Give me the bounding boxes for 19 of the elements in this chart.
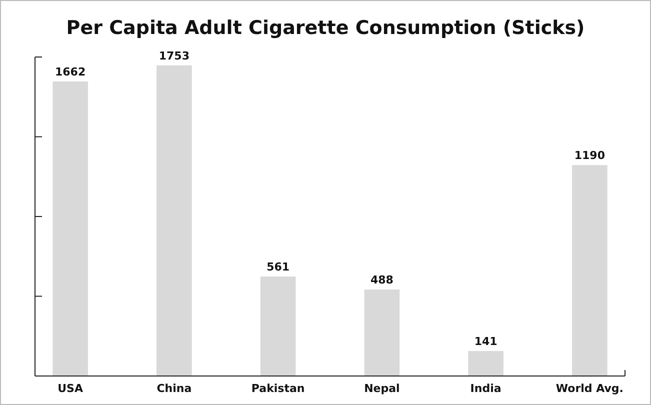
bar	[364, 290, 400, 376]
x-tick-label: World Avg.	[556, 382, 624, 395]
x-tick-label: Nepal	[364, 382, 400, 395]
chart-title: Per Capita Adult Cigarette Consumption (Sticks)	[66, 17, 585, 39]
bar	[156, 65, 192, 376]
bar	[260, 276, 296, 376]
data-label: 561	[266, 260, 290, 274]
x-tick-label: China	[156, 382, 192, 395]
bar	[572, 165, 608, 376]
bar	[468, 351, 504, 376]
bar	[52, 81, 88, 376]
x-tick-label: USA	[58, 382, 84, 395]
data-label: 1753	[158, 49, 190, 62]
x-tick-label: India	[470, 382, 502, 395]
x-tick-label: Pakistan	[251, 382, 305, 395]
data-label: 141	[474, 335, 498, 348]
data-label: 1662	[55, 65, 86, 78]
data-label: 1190	[574, 149, 606, 162]
data-label: 488	[370, 274, 394, 287]
